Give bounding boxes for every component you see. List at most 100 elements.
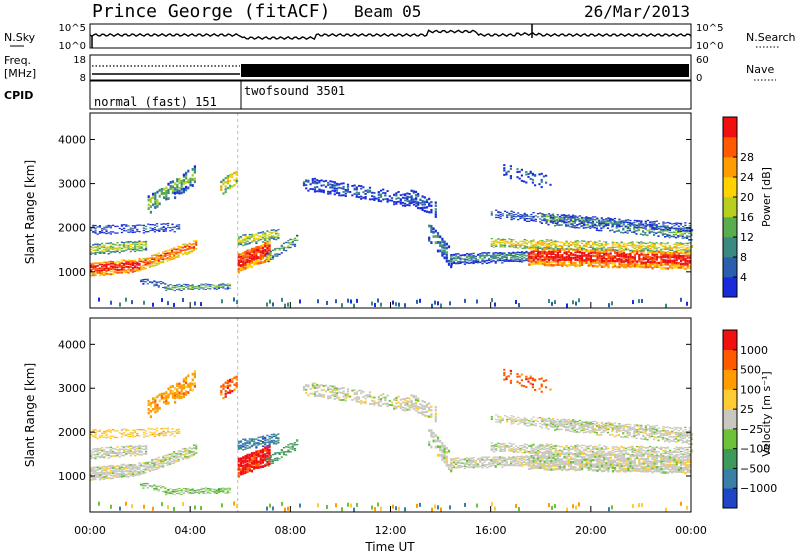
power-cell <box>647 260 650 264</box>
velocity-cell <box>272 439 276 442</box>
velocity-cell <box>408 404 411 407</box>
power-cell <box>516 260 519 262</box>
power-cell <box>547 219 550 221</box>
freq-panel-frame <box>89 54 692 81</box>
power-cell <box>510 241 513 243</box>
velocity-cell <box>184 450 187 452</box>
power-cell <box>479 253 482 255</box>
power-cell <box>350 299 352 304</box>
power-cell <box>629 260 632 263</box>
power-cell <box>624 243 628 245</box>
power-cell <box>101 250 104 252</box>
power-cell <box>512 215 515 218</box>
power-cell <box>642 234 645 236</box>
velocity-cell <box>447 467 451 471</box>
power-cell <box>578 249 581 251</box>
power-cell <box>528 246 531 250</box>
power-cell <box>333 193 336 196</box>
power-cell <box>485 262 488 264</box>
velocity-cell <box>103 476 106 478</box>
power-cell <box>583 254 586 257</box>
power-cell <box>574 258 577 261</box>
power-cell <box>664 236 667 238</box>
power-cell <box>384 198 387 200</box>
power-cell <box>618 262 621 266</box>
power-cell <box>649 224 652 227</box>
velocity-cell <box>237 440 240 443</box>
power-cell <box>362 196 365 199</box>
power-cell <box>167 301 169 306</box>
power-cell <box>287 302 289 307</box>
power-cell <box>250 265 254 269</box>
velocity-cell <box>266 441 269 444</box>
power-cell <box>144 279 147 280</box>
power-cell <box>107 246 110 248</box>
power-cell <box>686 228 689 230</box>
power-cell <box>94 268 97 271</box>
power-cell <box>244 259 247 262</box>
velocity-cell <box>148 464 152 466</box>
power-cell <box>682 262 685 266</box>
power-cell <box>145 231 148 233</box>
velocity-cell <box>129 465 132 467</box>
power-cell <box>167 224 170 227</box>
power-cell <box>556 251 559 255</box>
power-cell <box>602 244 606 246</box>
power-cell <box>167 222 170 225</box>
power-cell <box>679 234 682 236</box>
velocity-cell <box>271 460 275 463</box>
power-cell <box>466 256 469 259</box>
power-cell <box>209 288 212 290</box>
power-cell <box>530 260 533 263</box>
velocity-cell <box>340 391 343 394</box>
power-cell <box>153 254 156 256</box>
velocity-cell <box>123 448 126 450</box>
power-cell <box>123 250 126 252</box>
power-cell <box>428 238 431 242</box>
power-cell <box>578 264 581 267</box>
velocity-cell <box>436 439 440 443</box>
velocity-cell <box>146 461 149 464</box>
power-cell <box>92 244 95 246</box>
power-cell <box>118 248 121 251</box>
velocity-cell <box>445 461 448 464</box>
velocity-cell <box>191 488 194 490</box>
velocity-cell <box>261 465 265 468</box>
velocity-cell <box>103 431 106 433</box>
velocity-cell <box>155 463 158 466</box>
power-cell <box>239 242 243 244</box>
power-cell <box>532 216 535 218</box>
power-cell <box>609 218 612 220</box>
power-cell <box>673 261 676 264</box>
power-cell <box>556 216 559 218</box>
power-cell <box>518 260 521 263</box>
velocity-cell <box>222 397 225 400</box>
power-cell <box>129 260 132 263</box>
velocity-cell <box>340 387 343 390</box>
power-cell <box>282 248 286 250</box>
velocity-cell <box>237 471 240 475</box>
velocity-cell <box>142 471 145 473</box>
velocity-cell <box>112 447 115 450</box>
power-cell <box>175 250 178 253</box>
velocity-cell <box>154 407 157 410</box>
power-cell <box>651 253 654 256</box>
power-cell <box>622 224 625 227</box>
power-cell <box>585 256 588 260</box>
velocity-cell <box>187 383 190 387</box>
velocity-cell <box>250 445 254 448</box>
power-cell <box>209 285 212 287</box>
power-cell <box>657 243 661 245</box>
velocity-cell <box>434 412 437 415</box>
power-cell <box>660 261 663 264</box>
power-cell <box>171 191 174 195</box>
power-cell <box>583 248 586 250</box>
power-cell <box>622 232 625 234</box>
power-cell <box>686 259 689 263</box>
velocity-cell <box>266 439 269 441</box>
power-cell <box>477 259 480 261</box>
power-cell <box>647 265 650 269</box>
velocity-cell <box>269 460 272 463</box>
power-cell <box>393 203 396 206</box>
power-cell <box>633 219 636 222</box>
